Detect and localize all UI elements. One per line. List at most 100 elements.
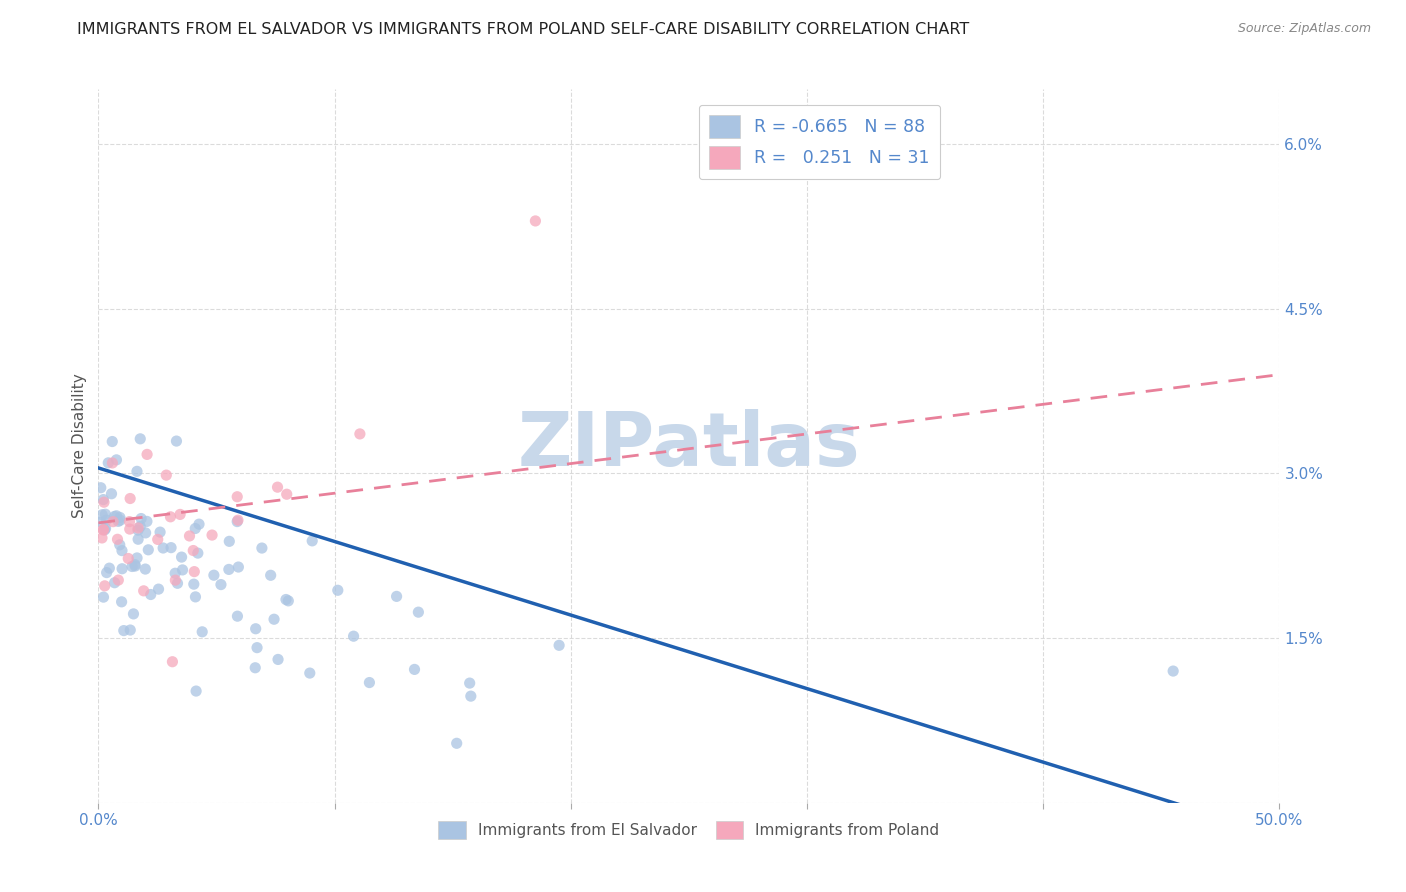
Point bbox=[93, 590, 115, 604]
Point bbox=[146, 533, 169, 547]
Point bbox=[298, 666, 321, 681]
Point bbox=[524, 214, 547, 228]
Point bbox=[94, 507, 117, 521]
Point bbox=[179, 529, 201, 543]
Point bbox=[134, 562, 156, 576]
Point bbox=[136, 542, 159, 557]
Point bbox=[107, 514, 129, 528]
Point bbox=[385, 590, 408, 604]
Point bbox=[226, 609, 249, 624]
Point bbox=[160, 541, 183, 555]
Point bbox=[162, 655, 184, 669]
Point bbox=[139, 587, 162, 601]
Point bbox=[359, 675, 381, 690]
Point bbox=[276, 487, 298, 501]
Point bbox=[93, 523, 115, 537]
Point bbox=[250, 541, 273, 555]
Point bbox=[100, 487, 122, 501]
Point bbox=[460, 689, 482, 703]
Point bbox=[266, 480, 288, 494]
Legend: Immigrants from El Salvador, Immigrants from Poland: Immigrants from El Salvador, Immigrants … bbox=[433, 815, 945, 845]
Point bbox=[184, 684, 207, 698]
Point bbox=[245, 622, 267, 636]
Point bbox=[226, 515, 249, 529]
Point bbox=[91, 523, 114, 537]
Point bbox=[404, 662, 426, 676]
Point bbox=[172, 563, 194, 577]
Point bbox=[263, 612, 285, 626]
Point bbox=[96, 513, 118, 527]
Point bbox=[166, 576, 188, 591]
Point bbox=[165, 566, 187, 581]
Point bbox=[446, 736, 468, 750]
Point bbox=[226, 513, 249, 527]
Point bbox=[1161, 664, 1184, 678]
Point bbox=[548, 638, 571, 652]
Point bbox=[112, 624, 135, 638]
Point bbox=[124, 558, 146, 572]
Point bbox=[118, 515, 141, 529]
Point bbox=[120, 623, 142, 637]
Point bbox=[159, 509, 181, 524]
Point bbox=[226, 490, 249, 504]
Point bbox=[90, 481, 112, 495]
Point bbox=[169, 508, 191, 522]
Point bbox=[127, 523, 149, 537]
Y-axis label: Self-Care Disability: Self-Care Disability bbox=[72, 374, 87, 518]
Point bbox=[183, 565, 205, 579]
Point bbox=[342, 629, 364, 643]
Point bbox=[267, 652, 290, 666]
Point bbox=[98, 561, 121, 575]
Point bbox=[117, 551, 139, 566]
Point bbox=[103, 509, 125, 524]
Point bbox=[124, 559, 146, 574]
Point bbox=[135, 525, 157, 540]
Point bbox=[129, 432, 152, 446]
Point bbox=[108, 513, 131, 527]
Point bbox=[218, 534, 240, 549]
Point bbox=[183, 577, 205, 591]
Point bbox=[228, 560, 250, 574]
Point bbox=[408, 605, 430, 619]
Point bbox=[125, 550, 148, 565]
Point bbox=[191, 624, 214, 639]
Point bbox=[94, 523, 117, 537]
Point bbox=[165, 434, 187, 448]
Point bbox=[108, 538, 131, 552]
Text: Source: ZipAtlas.com: Source: ZipAtlas.com bbox=[1237, 22, 1371, 36]
Point bbox=[118, 522, 141, 536]
Point bbox=[132, 583, 155, 598]
Point bbox=[260, 568, 283, 582]
Point bbox=[458, 676, 481, 690]
Point bbox=[125, 464, 148, 478]
Point bbox=[218, 562, 240, 576]
Point bbox=[108, 510, 131, 524]
Point bbox=[155, 468, 177, 483]
Point bbox=[107, 533, 129, 547]
Point bbox=[101, 515, 124, 529]
Point bbox=[274, 592, 297, 607]
Point bbox=[110, 595, 132, 609]
Point bbox=[170, 550, 193, 565]
Point bbox=[93, 579, 115, 593]
Point bbox=[96, 566, 118, 580]
Point bbox=[181, 543, 204, 558]
Point bbox=[97, 456, 120, 470]
Point bbox=[135, 515, 157, 529]
Point bbox=[111, 543, 134, 558]
Point bbox=[165, 573, 187, 587]
Point bbox=[202, 568, 225, 582]
Point bbox=[129, 511, 152, 525]
Point bbox=[111, 562, 134, 576]
Point bbox=[105, 453, 128, 467]
Point bbox=[148, 582, 170, 596]
Text: IMMIGRANTS FROM EL SALVADOR VS IMMIGRANTS FROM POLAND SELF-CARE DISABILITY CORRE: IMMIGRANTS FROM EL SALVADOR VS IMMIGRANT… bbox=[77, 22, 970, 37]
Point bbox=[184, 521, 207, 535]
Point bbox=[349, 426, 371, 441]
Point bbox=[188, 517, 211, 532]
Point bbox=[101, 434, 124, 449]
Point bbox=[246, 640, 269, 655]
Point bbox=[91, 492, 114, 507]
Point bbox=[105, 508, 128, 523]
Point bbox=[187, 546, 209, 560]
